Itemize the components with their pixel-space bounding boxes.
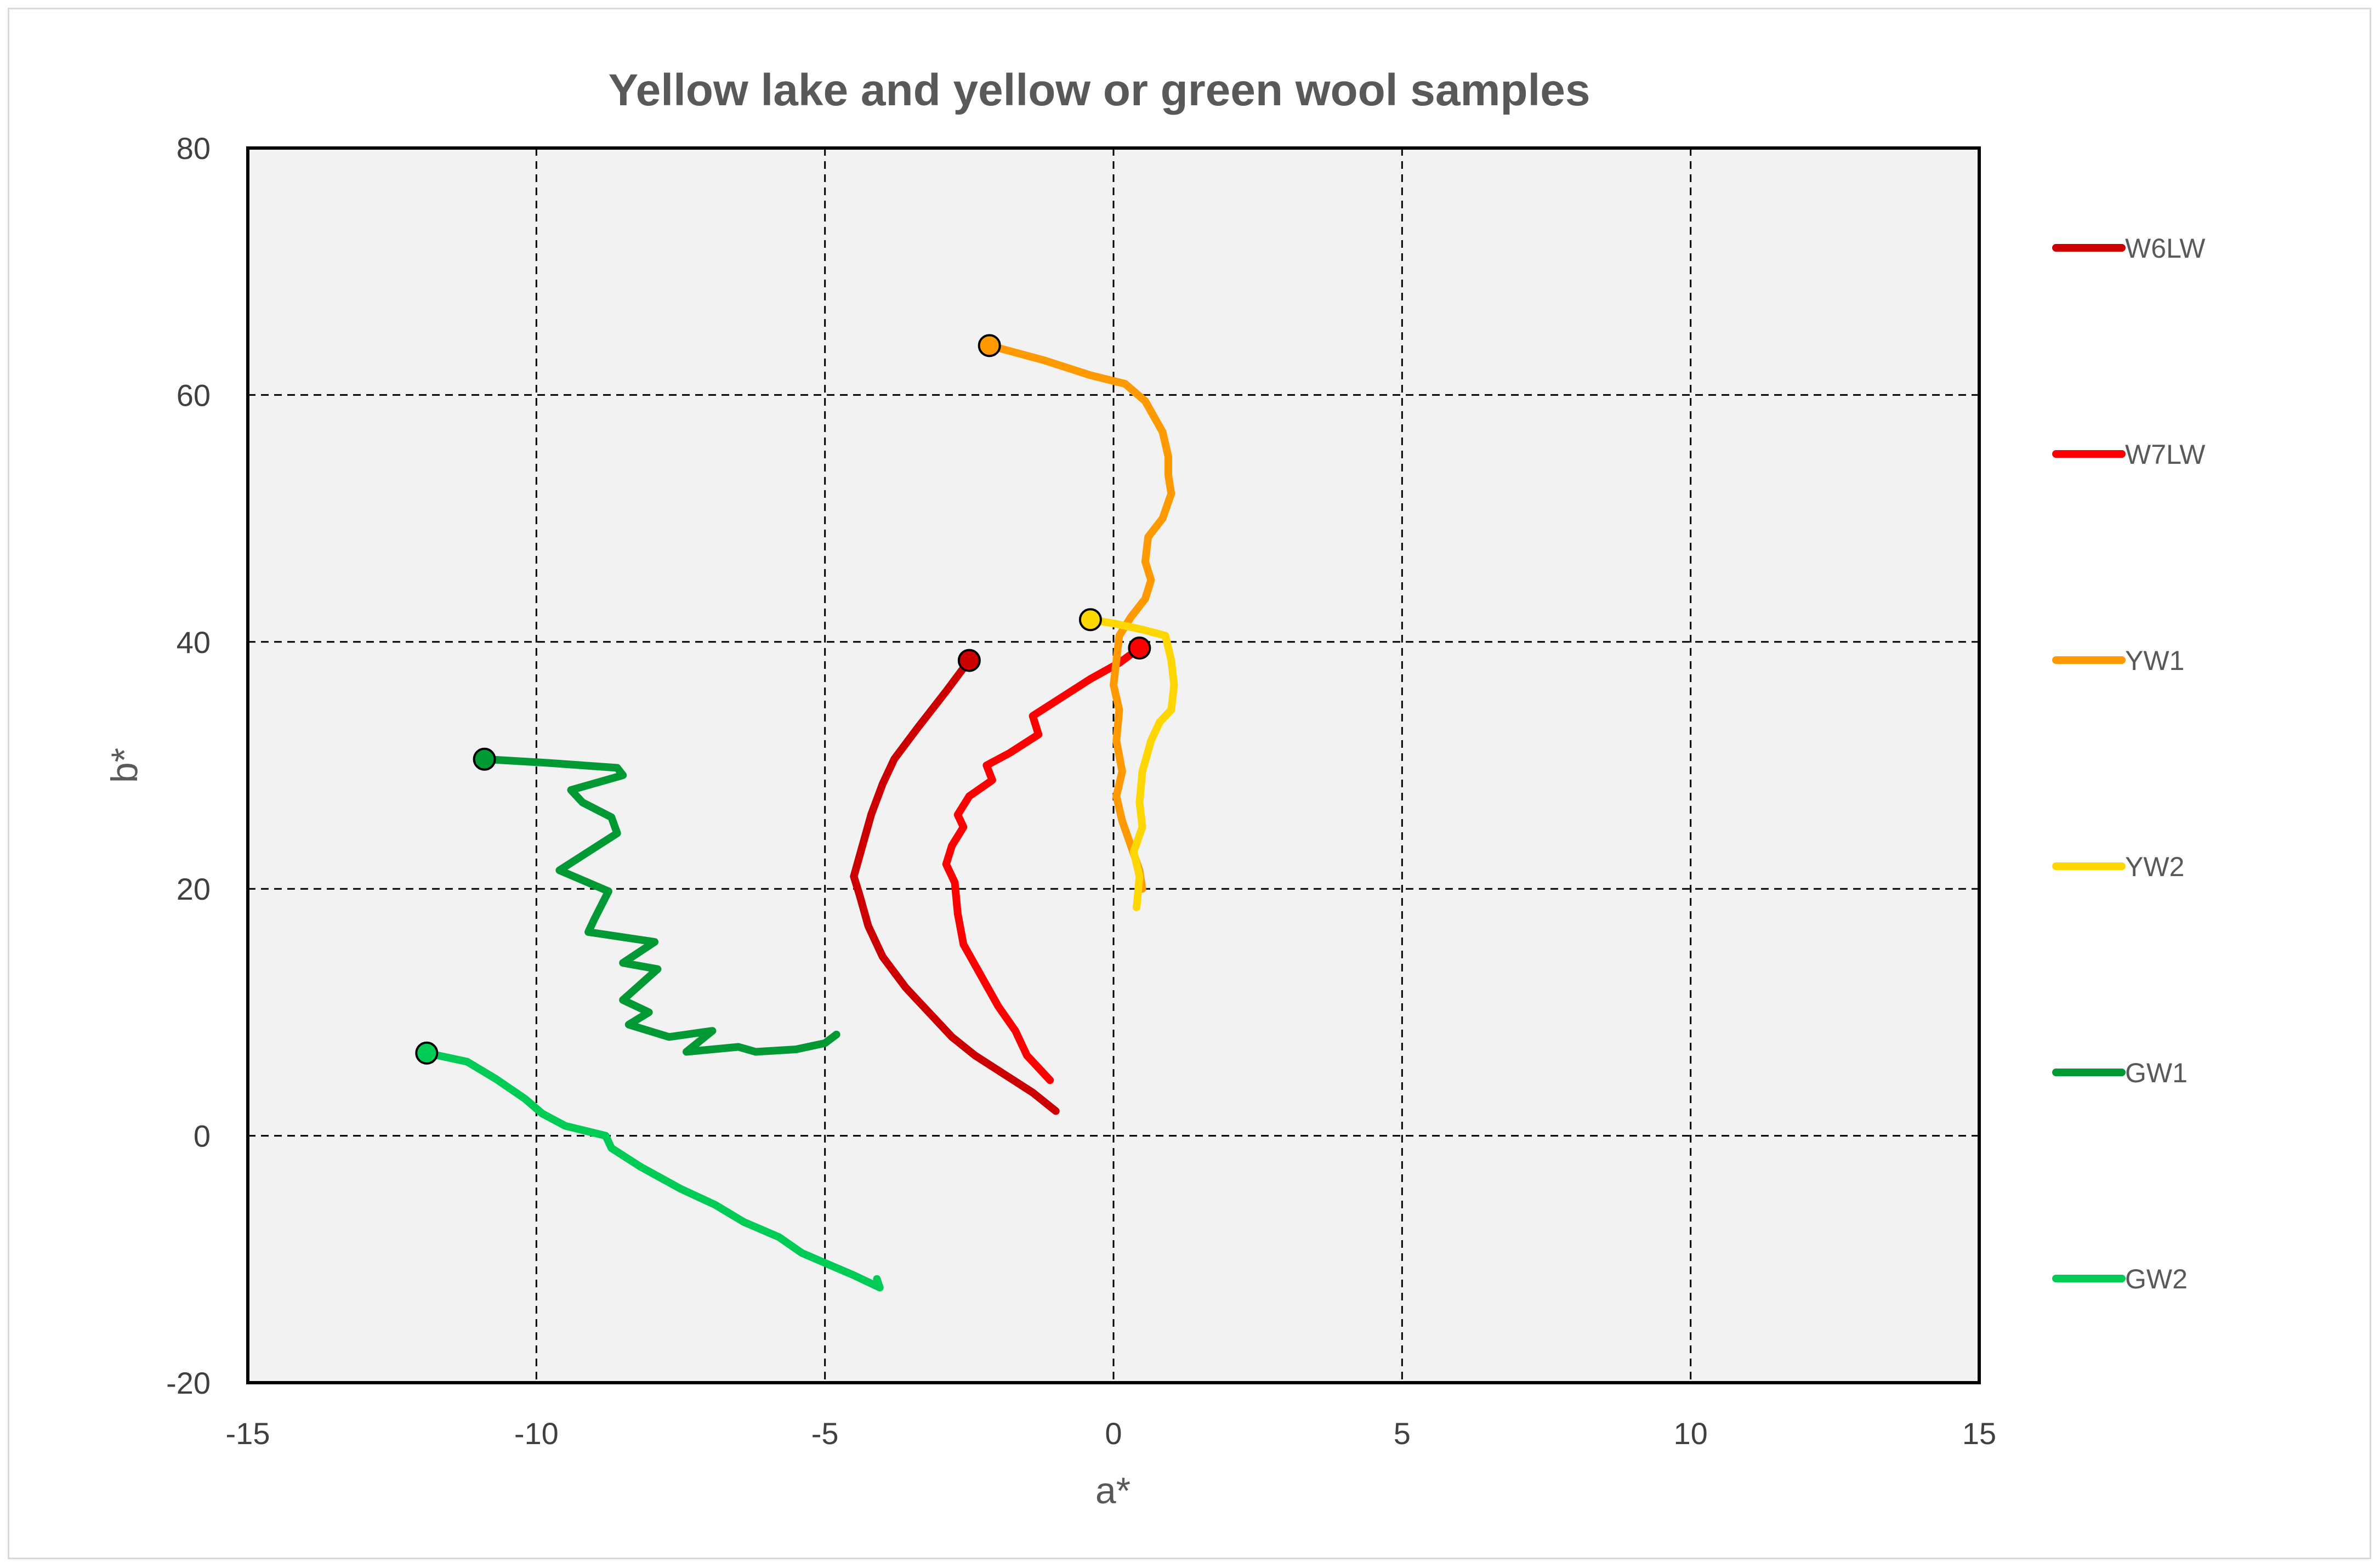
x-tick-label: -10 bbox=[514, 1416, 559, 1451]
x-tick-label: -5 bbox=[811, 1416, 839, 1451]
legend-label-w6lw: W6LW bbox=[2125, 233, 2206, 264]
x-tick-label: 0 bbox=[1105, 1416, 1122, 1451]
series-line-w6lw bbox=[850, 656, 1060, 1115]
legend-label-yw1: YW1 bbox=[2125, 645, 2184, 676]
legend-label-gw1: GW1 bbox=[2125, 1058, 2188, 1088]
y-axis-label: b* bbox=[104, 748, 145, 783]
plot-border bbox=[246, 146, 1981, 1384]
tick-labels: -15 -10 -5 0 5 10 15 -20 0 20 40 60 80 bbox=[166, 131, 1996, 1451]
start-marker-w7lw bbox=[1128, 637, 1151, 660]
legend: W6LW W7LW YW1 YW2 GW1 GW2 bbox=[2052, 233, 2206, 1294]
y-tick-label: 20 bbox=[177, 872, 211, 906]
series-line-gw2 bbox=[423, 1049, 884, 1292]
y-tick-label: 60 bbox=[177, 378, 211, 412]
legend-label-yw2: YW2 bbox=[2125, 851, 2184, 882]
y-tick-label: -20 bbox=[166, 1366, 211, 1400]
y-tick-label: 40 bbox=[177, 625, 211, 660]
x-tick-label: -15 bbox=[226, 1416, 270, 1451]
start-marker-gw2 bbox=[415, 1041, 439, 1065]
y-tick-label: 80 bbox=[177, 131, 211, 166]
x-tick-label: 10 bbox=[1674, 1416, 1708, 1451]
start-marker-gw1 bbox=[473, 747, 496, 771]
y-tick-label: 0 bbox=[194, 1119, 211, 1154]
series-line-yw1 bbox=[985, 342, 1175, 893]
x-tick-label: 5 bbox=[1394, 1416, 1411, 1451]
series-layer bbox=[415, 334, 1178, 1292]
x-axis-label: a* bbox=[1095, 1470, 1131, 1512]
legend-label-gw2: GW2 bbox=[2125, 1264, 2188, 1294]
x-tick-label: 15 bbox=[1962, 1416, 1996, 1451]
series-line-yw2 bbox=[1086, 616, 1178, 911]
series-line-w7lw bbox=[942, 644, 1144, 1084]
start-marker-w6lw bbox=[957, 649, 981, 672]
gridlines bbox=[248, 148, 1979, 1383]
series-line-gw1 bbox=[480, 755, 840, 1056]
legend-label-w7lw: W7LW bbox=[2125, 439, 2206, 470]
start-marker-yw2 bbox=[1078, 608, 1102, 632]
chart-title: Yellow lake and yellow or green wool sam… bbox=[609, 65, 1591, 115]
start-marker-yw1 bbox=[978, 334, 1001, 357]
